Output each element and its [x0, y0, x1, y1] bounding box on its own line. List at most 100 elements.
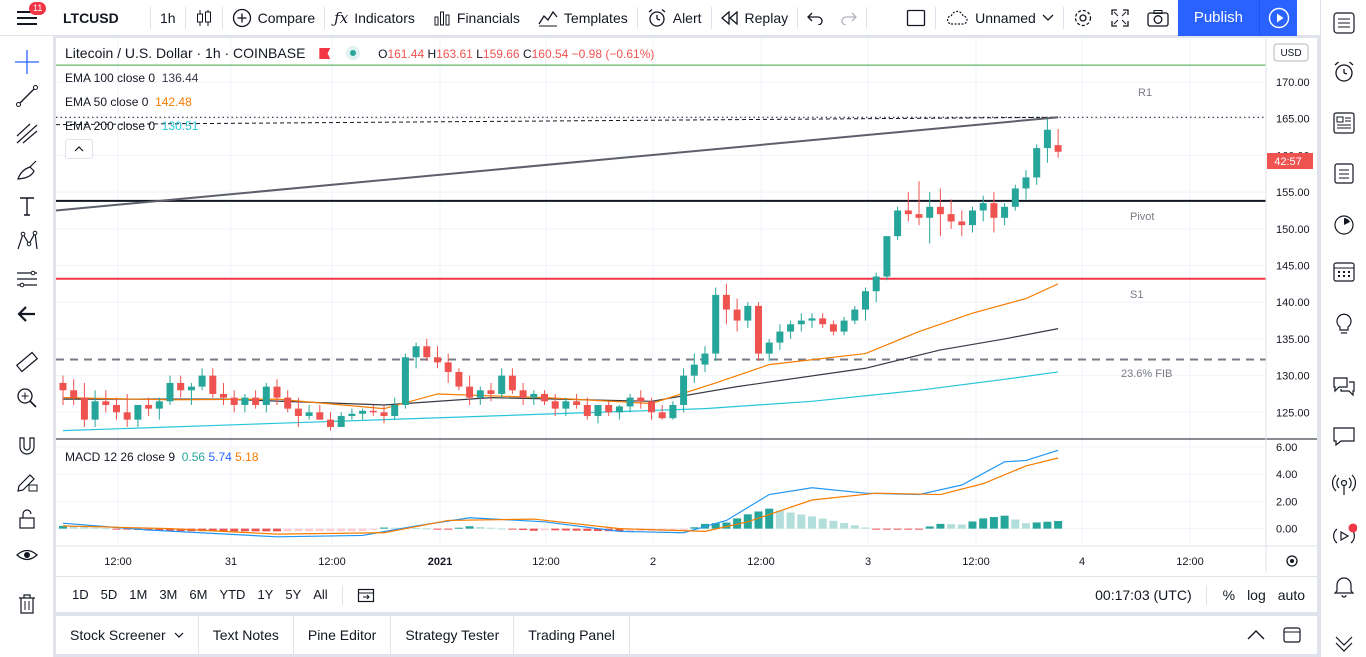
- price-axis[interactable]: 170.00165.00160.00155.00150.00145.00140.…: [1276, 77, 1310, 419]
- date-range-button[interactable]: [357, 587, 375, 603]
- candle-body: [519, 390, 527, 398]
- trend-line[interactable]: [56, 116, 1059, 212]
- collapse-panel-button[interactable]: [1247, 630, 1265, 640]
- main-menu-button[interactable]: 11: [0, 0, 54, 36]
- symbol-search-button[interactable]: LTCUSD: [63, 9, 119, 26]
- interval-button[interactable]: 1h: [160, 9, 176, 26]
- range-all[interactable]: All: [313, 587, 328, 602]
- ema100-legend[interactable]: EMA 100 close 0 136.44: [65, 71, 198, 85]
- timer-icon: [1334, 215, 1354, 235]
- collapse-sidebar-button[interactable]: [1329, 626, 1359, 656]
- stay-in-drawing-tool[interactable]: [12, 467, 42, 497]
- ema50-legend[interactable]: EMA 50 close 0 142.48: [65, 95, 192, 109]
- layout-name-button[interactable]: Unnamed: [936, 0, 1063, 36]
- fullscreen-button[interactable]: [1102, 0, 1138, 36]
- macd-legend[interactable]: MACD 12 26 close 9 0.56 5.74 5.18: [65, 450, 259, 464]
- tab-trading-panel[interactable]: Trading Panel: [514, 616, 630, 654]
- macd-axis[interactable]: 6.00 4.00 2.00 0.00: [1276, 442, 1297, 536]
- currency-box[interactable]: [1273, 43, 1309, 62]
- pattern-tool[interactable]: [12, 226, 42, 256]
- text-tool[interactable]: [12, 191, 42, 221]
- macd-hist-bar: [369, 528, 378, 530]
- snapshot-button[interactable]: [1138, 0, 1178, 36]
- gear-icon: [1074, 9, 1091, 26]
- multi-layout-button[interactable]: [897, 0, 935, 36]
- zoom-tool[interactable]: [12, 383, 42, 413]
- chevron-up-icon: [1247, 630, 1265, 640]
- macd-hist-bar: [519, 528, 528, 531]
- brush-tool[interactable]: [12, 155, 42, 185]
- back-arrow-tool[interactable]: [12, 299, 42, 329]
- chart-container[interactable]: 170.00165.00160.00155.00150.00145.00140.…: [56, 38, 1317, 612]
- settings-button[interactable]: [1064, 0, 1102, 36]
- play-button[interactable]: [1259, 0, 1298, 36]
- range-3m[interactable]: 3M: [159, 587, 178, 602]
- tab-pine-editor[interactable]: Pine Editor: [294, 616, 392, 654]
- chats-button[interactable]: [1329, 371, 1359, 401]
- time-axis[interactable]: 12:00 31 12:00 2021 12:00 2 12:00 3 12:00 4 12:00: [104, 556, 1204, 568]
- divider: [150, 6, 151, 29]
- prediction-tool[interactable]: [12, 264, 42, 294]
- trend-line-tool[interactable]: [12, 81, 42, 111]
- tab-text-notes[interactable]: Text Notes: [199, 616, 294, 654]
- range-5d[interactable]: 5D: [100, 587, 118, 602]
- percent-toggle[interactable]: %: [1222, 586, 1236, 603]
- utc-clock[interactable]: 00:17:03 (UTC): [1095, 586, 1192, 603]
- legend-title[interactable]: Litecoin / U.S. Dollar · 1h · COINBASE: [65, 45, 306, 61]
- range-ytd[interactable]: YTD: [219, 587, 246, 602]
- bottom-panel: Stock Screener Text Notes Pine Editor St…: [56, 616, 1317, 654]
- log-toggle[interactable]: log: [1247, 586, 1266, 603]
- gear-icon[interactable]: [1286, 555, 1298, 567]
- alert-button[interactable]: Alert: [638, 0, 711, 36]
- maximize-panel-button[interactable]: [1283, 627, 1301, 643]
- macd-hist-bar: [893, 528, 902, 530]
- notifications-stream-button[interactable]: [1329, 521, 1359, 551]
- calendar-clock-button[interactable]: [1329, 209, 1359, 239]
- hotlists-button[interactable]: [1329, 158, 1359, 188]
- compare-button[interactable]: Compare: [223, 0, 325, 36]
- notifications-button[interactable]: [1329, 571, 1359, 601]
- templates-button[interactable]: Templates: [529, 0, 637, 36]
- magnet-tool[interactable]: [12, 432, 42, 462]
- macd-hist-bar: [380, 527, 388, 529]
- alerts-button[interactable]: [1329, 57, 1359, 87]
- redo-button[interactable]: [832, 0, 866, 36]
- messages-button[interactable]: [1329, 421, 1359, 451]
- range-1m[interactable]: 1M: [129, 587, 148, 602]
- publish-button[interactable]: Publish: [1177, 0, 1260, 36]
- candle-body: [401, 357, 409, 405]
- ema200-legend[interactable]: EMA 200 close 0 130.51: [65, 119, 198, 133]
- range-5y[interactable]: 5Y: [285, 587, 302, 602]
- candle-body: [883, 236, 891, 277]
- replay-button[interactable]: Replay: [712, 0, 798, 36]
- range-1y[interactable]: 1Y: [257, 587, 274, 602]
- remove-drawings-tool[interactable]: [12, 589, 42, 619]
- indicators-button[interactable]: ƒx Indicators: [325, 0, 424, 36]
- data-window-button[interactable]: [1329, 108, 1359, 138]
- range-6m[interactable]: 6M: [189, 587, 208, 602]
- tab-stock-screener[interactable]: Stock Screener: [56, 616, 199, 654]
- hide-drawings-tool[interactable]: [12, 540, 42, 570]
- candle-body: [444, 362, 452, 372]
- price-chart[interactable]: 170.00165.00160.00155.00150.00145.00140.…: [56, 38, 1317, 612]
- candle-body: [669, 404, 677, 419]
- range-1d[interactable]: 1D: [72, 587, 89, 602]
- chart-type-button[interactable]: [186, 0, 222, 36]
- financials-button[interactable]: Financials: [424, 0, 529, 36]
- watchlist-button[interactable]: [1329, 8, 1359, 38]
- collapse-legend-button[interactable]: [65, 139, 93, 159]
- calendar-button[interactable]: [1329, 256, 1359, 286]
- lock-drawings-tool[interactable]: [12, 504, 42, 534]
- crosshair-tool[interactable]: [12, 47, 42, 77]
- flag-icon[interactable]: [319, 48, 331, 59]
- auto-toggle[interactable]: auto: [1277, 586, 1305, 603]
- tab-strategy-tester[interactable]: Strategy Tester: [391, 616, 515, 654]
- fib-tool[interactable]: [12, 118, 42, 148]
- streams-button[interactable]: [1329, 470, 1359, 500]
- measure-tool[interactable]: [12, 347, 42, 377]
- ideas-button[interactable]: [1329, 309, 1359, 339]
- undo-button[interactable]: [798, 0, 832, 36]
- candle-body: [455, 371, 463, 387]
- settings-gear[interactable]: [1286, 555, 1298, 567]
- bell-icon: [1333, 577, 1355, 598]
